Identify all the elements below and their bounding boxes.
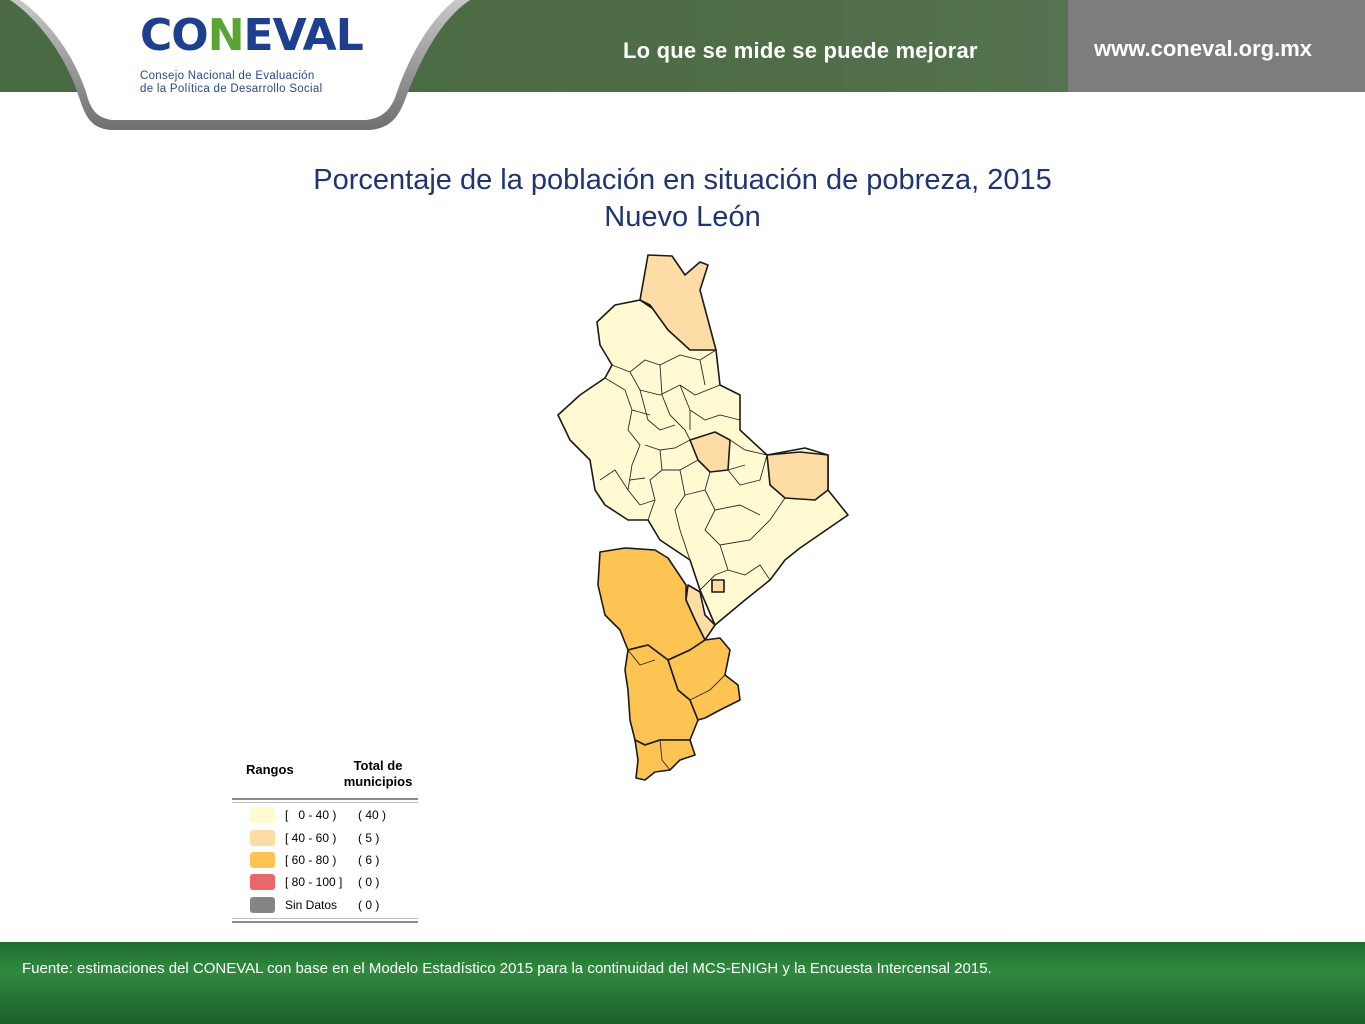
- legend-header-count: Total de municipios: [343, 758, 413, 789]
- logo-subtitle: Consejo Nacional de Evaluación de la Pol…: [140, 70, 322, 96]
- coneval-logo: CONEVAL: [140, 10, 364, 61]
- nuevo-leon-map: [557, 254, 849, 781]
- logo-tab-shape: [10, 0, 470, 130]
- source-note: Fuente: estimaciones del CONEVAL con bas…: [22, 960, 992, 977]
- logo-subtitle-line1: Consejo Nacional de Evaluación: [140, 70, 315, 82]
- legend-count: ( 5 ): [358, 831, 380, 845]
- footer-bar: Fuente: estimaciones del CONEVAL con bas…: [0, 942, 1365, 1024]
- legend-bottom-rule: [232, 921, 418, 923]
- legend-top-rule: [232, 798, 418, 800]
- legend-item: [ 40 - 60 ) ( 5 ): [250, 828, 420, 848]
- logo-text: CONEVAL: [140, 10, 364, 61]
- legend-item: [ 60 - 80 ) ( 6 ): [250, 850, 420, 870]
- legend-swatch: [250, 897, 275, 913]
- legend-count: ( 40 ): [358, 808, 387, 822]
- legend-swatch: [250, 807, 275, 823]
- legend-range: [ 40 - 60 ): [285, 831, 337, 845]
- region-north-tip: [639, 254, 717, 351]
- logo-accent-letter: N: [207, 10, 245, 61]
- legend-bottom-rule-thin: [232, 918, 418, 919]
- region-south-east: [667, 637, 741, 721]
- logo-subtitle-line2: de la Política de Desarrollo Social: [140, 83, 323, 95]
- legend-range: [ 80 - 100 ]: [285, 875, 343, 889]
- legend-count: ( 0 ): [358, 898, 380, 912]
- legend-item: Sin Datos ( 0 ): [250, 895, 420, 915]
- legend-top-rule-thin: [232, 802, 418, 803]
- legend-range: [ 60 - 80 ): [285, 853, 337, 867]
- legend-range: [ 0 - 40 ): [285, 808, 337, 822]
- website-url: www.coneval.org.mx: [1094, 36, 1313, 61]
- map-title: Porcentaje de la población en situación …: [0, 162, 1365, 236]
- region-small-box: [711, 579, 725, 593]
- legend-item: [ 0 - 40 ) ( 40 ): [250, 805, 420, 825]
- legend-swatch: [250, 830, 275, 846]
- legend-swatch: [250, 874, 275, 890]
- region-east: [766, 451, 829, 501]
- legend-count: ( 0 ): [358, 875, 380, 889]
- header-url-panel: [1068, 0, 1365, 92]
- legend-range: Sin Datos: [285, 898, 338, 912]
- map-legend: Rangos Total de municipios [ 0 - 40 ) ( …: [230, 756, 420, 926]
- legend-count: ( 6 ): [358, 853, 380, 867]
- legend-swatch: [250, 852, 275, 868]
- legend-item: [ 80 - 100 ] ( 0 ): [250, 872, 420, 892]
- region-south-tip: [634, 739, 696, 781]
- map-title-line1: Porcentaje de la población en situación …: [313, 164, 1052, 196]
- map-title-line2: Nuevo León: [604, 201, 761, 233]
- header-gradient: [380, 0, 1070, 92]
- slogan-text: Lo que se mide se puede mejorar: [623, 38, 978, 63]
- legend-header-ranges: Rangos: [246, 762, 294, 777]
